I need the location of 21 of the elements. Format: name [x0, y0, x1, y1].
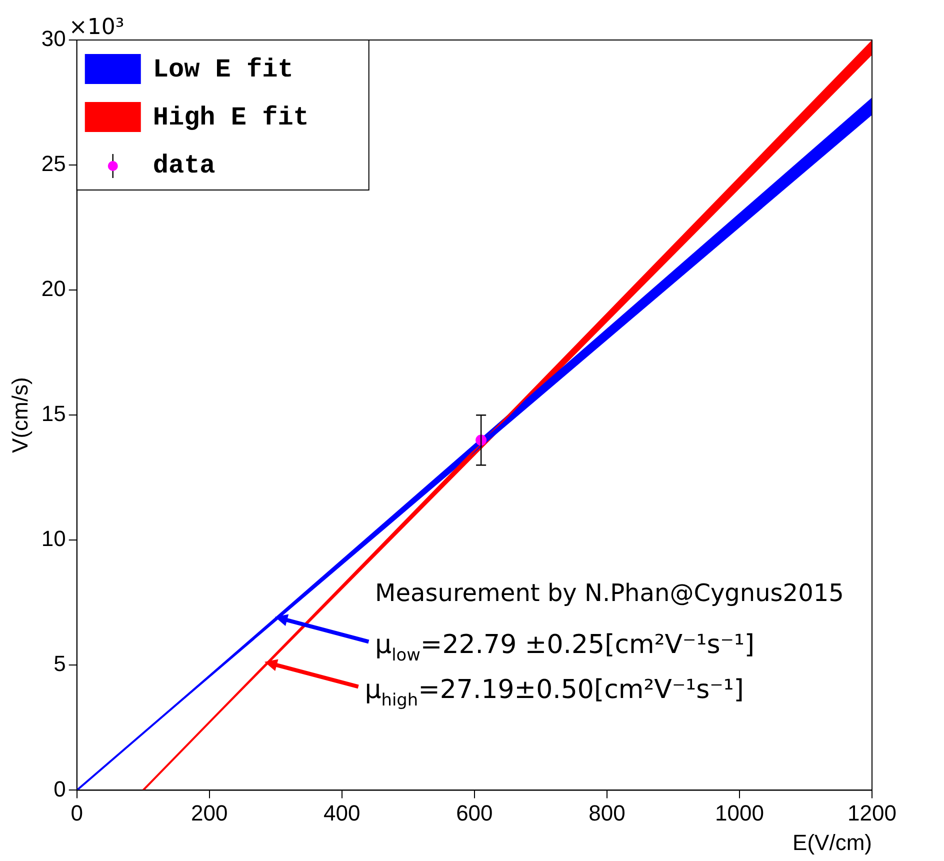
x-tick-label: 1200	[848, 800, 896, 826]
y-tick-label: 5	[54, 651, 66, 676]
annotation: Measurement by N.Phan@Cygnus2015	[375, 579, 844, 608]
y-tick-label: 15	[41, 401, 66, 426]
legend-label: data	[152, 150, 216, 181]
x-tick-label: 800	[588, 800, 626, 826]
x-tick-label: 0	[70, 800, 83, 826]
y-tick-label: 0	[54, 776, 66, 802]
y-axis-title: V(cm/s)	[7, 377, 32, 453]
y-tick-label: 30	[41, 26, 66, 52]
y-tick-label: 10	[41, 526, 66, 552]
legend-label: High E fit	[152, 102, 309, 133]
y-tick-label: 25	[41, 151, 66, 176]
x-tick-label: 600	[456, 800, 493, 826]
annotation: ×10³	[68, 15, 124, 40]
x-tick-label: 1000	[715, 800, 764, 826]
x-tick-label: 400	[324, 800, 360, 826]
legend-label: Low E fit	[152, 54, 294, 85]
x-axis-title: E(V/cm)	[792, 830, 872, 855]
y-tick-label: 20	[41, 276, 66, 302]
x-tick-label: 200	[191, 800, 228, 826]
